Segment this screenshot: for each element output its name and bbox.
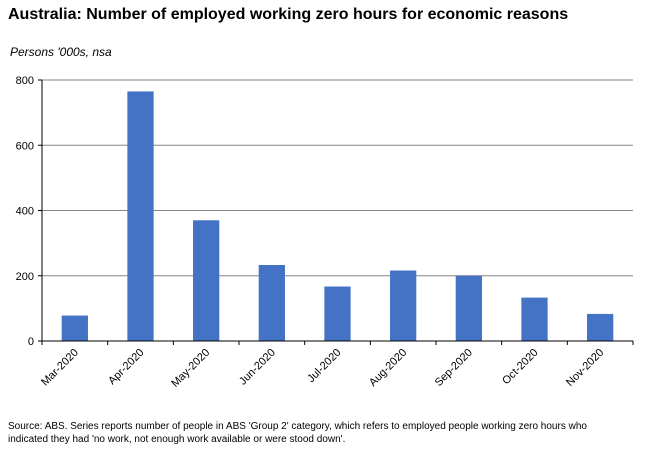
bar xyxy=(127,91,154,341)
y-tick-label: 800 xyxy=(16,75,34,87)
source-note-line-1: Source: ABS. Series reports number of pe… xyxy=(8,421,587,432)
bar xyxy=(521,297,548,341)
x-tick-label: Sep-2020 xyxy=(433,347,475,389)
y-tick-label: 400 xyxy=(16,206,34,218)
x-tick-label: Apr-2020 xyxy=(106,347,146,387)
bar xyxy=(324,286,351,341)
source-note-line-2: indicated they had 'no work, not enough … xyxy=(8,434,346,445)
bar xyxy=(587,313,614,341)
x-tick-label: Jun-2020 xyxy=(237,347,278,388)
x-tick-label: Nov-2020 xyxy=(564,347,606,389)
y-tick-label: 600 xyxy=(16,140,34,152)
x-tick-label: Mar-2020 xyxy=(39,347,81,389)
x-tick-label: May-2020 xyxy=(169,347,212,390)
y-tick-label: 200 xyxy=(16,271,34,283)
chart-title: Australia: Number of employed working ze… xyxy=(8,6,569,23)
chart-subtitle: Persons '000s, nsa xyxy=(10,45,112,59)
source-note: Source: ABS. Series reports number of pe… xyxy=(8,420,644,446)
y-tick-label: 0 xyxy=(28,336,34,348)
bar-chart: 0 200 400 600 800 Mar-2020 Apr-2020 May-2020 Jun… xyxy=(16,75,634,390)
bar xyxy=(61,315,88,341)
x-tick-label: Aug-2020 xyxy=(367,347,409,389)
bar xyxy=(258,264,285,341)
bar xyxy=(390,270,417,341)
bar xyxy=(455,275,482,341)
x-tick-label: Jul-2020 xyxy=(305,347,343,385)
x-tick-label: Oct-2020 xyxy=(500,347,540,387)
bar xyxy=(193,220,220,341)
